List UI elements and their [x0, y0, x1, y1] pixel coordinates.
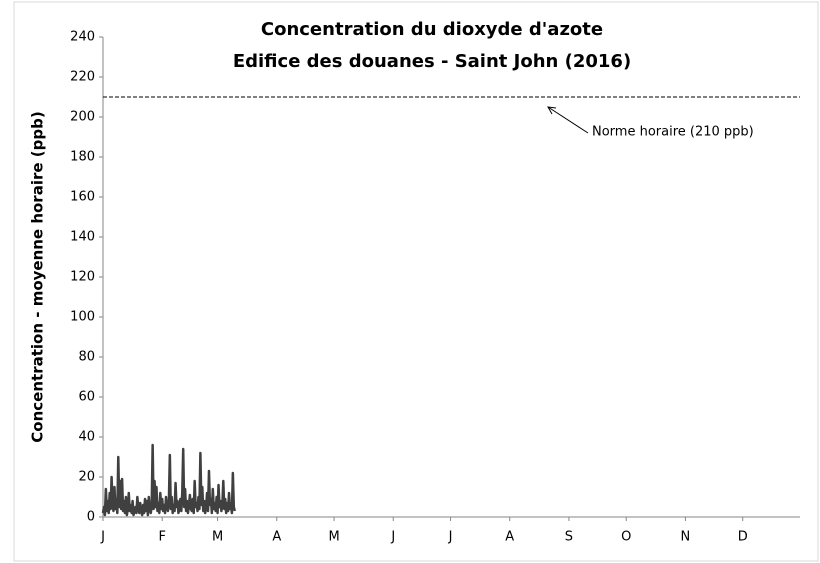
y-tick-label: 140 — [70, 230, 95, 245]
y-tick-label: 180 — [70, 150, 95, 165]
y-tick-label: 20 — [78, 470, 95, 485]
annotation-arrowhead — [547, 106, 557, 115]
y-tick-label: 80 — [78, 350, 95, 365]
y-axis-title: Concentration - moyenne horaire (ppb) — [29, 111, 47, 442]
x-tick-label: D — [738, 530, 748, 545]
y-tick-label: 40 — [78, 430, 95, 445]
chart-title: Concentration du dioxyde d'azote — [261, 19, 603, 40]
x-tick-label: J — [100, 530, 105, 545]
y-tick-label: 220 — [70, 70, 95, 85]
chart-subtitle: Edifice des douanes - Saint John (2016) — [233, 51, 631, 72]
x-tick-label: A — [272, 530, 281, 545]
annotation-arrow — [547, 106, 589, 134]
x-tick-label: O — [621, 530, 631, 545]
x-tick-label: N — [681, 530, 691, 545]
x-tick-label: J — [448, 530, 453, 545]
x-tick-label: J — [390, 530, 395, 545]
y-tick-label: 120 — [70, 270, 95, 285]
y-tick-label: 0 — [87, 510, 95, 525]
x-tick-label: S — [565, 530, 573, 545]
x-tick-label: F — [158, 530, 165, 545]
y-tick-label: 240 — [70, 30, 95, 45]
data-line — [101, 443, 236, 517]
x-tick-label: A — [505, 530, 514, 545]
reference-label: Norme horaire (210 ppb) — [592, 125, 754, 140]
x-tick-label: M — [212, 530, 223, 545]
chart-frame — [13, 1, 819, 562]
x-tick-label: M — [328, 530, 339, 545]
y-tick-label: 160 — [70, 190, 95, 205]
y-tick-label: 60 — [78, 390, 95, 405]
y-tick-label: 200 — [70, 110, 95, 125]
y-tick-label: 100 — [70, 310, 95, 325]
